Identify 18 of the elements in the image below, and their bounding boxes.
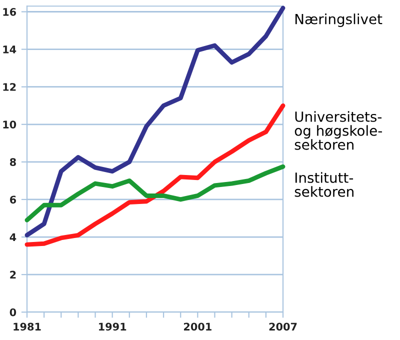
y-tick-label: 4 <box>10 233 16 241</box>
x-tick-label: 1991 <box>99 322 126 331</box>
x-tick-label: 2001 <box>184 322 212 331</box>
line-series <box>24 103 286 247</box>
x-tick-label: 1981 <box>14 322 41 331</box>
y-tick-label: 0 <box>10 308 16 316</box>
x-tick-label: 2007 <box>269 322 297 331</box>
y-tick-label: 8 <box>10 158 16 166</box>
y-tick-label: 12 <box>3 83 16 91</box>
series-label: Institutt- sektoren <box>294 172 354 197</box>
y-tick-label: 2 <box>10 270 16 279</box>
y-tick-label: 6 <box>10 196 16 204</box>
y-tick-label: 10 <box>3 120 16 128</box>
series-label: Universitets- og høgskole- sektoren <box>294 111 382 150</box>
y-tick-label: 14 <box>3 46 16 54</box>
series-label: Næringslivet <box>295 14 382 27</box>
line-series <box>24 164 286 222</box>
y-tick-label: 16 <box>3 8 16 16</box>
